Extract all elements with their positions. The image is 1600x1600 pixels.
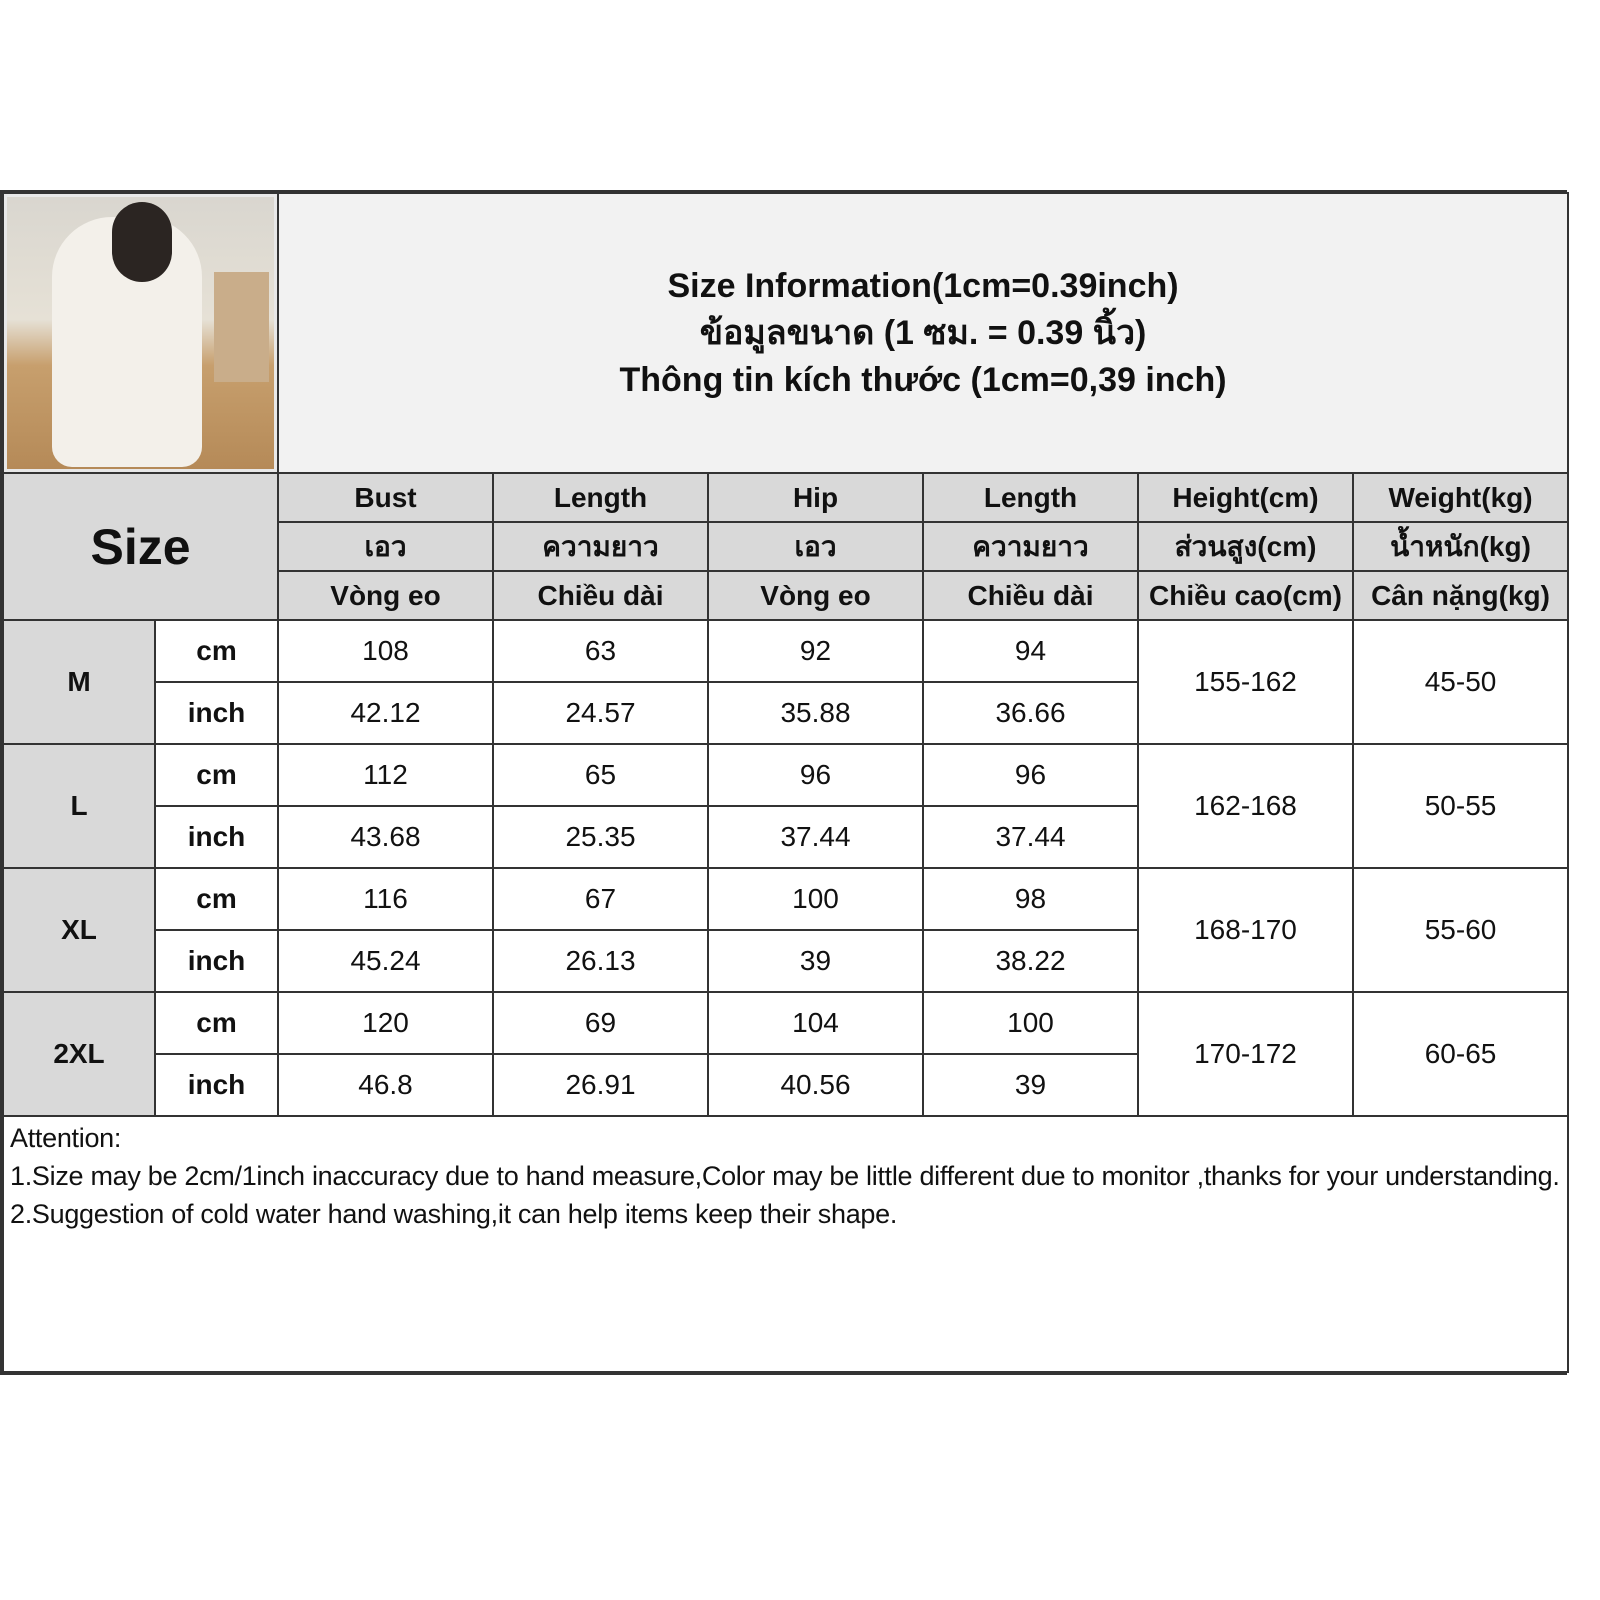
- measurement-value: 98: [922, 867, 1139, 931]
- measurement-value: 112: [277, 743, 494, 807]
- measurement-value: 67: [492, 867, 709, 931]
- height-range: 168-170: [1137, 867, 1354, 993]
- column-header-en: Length: [922, 472, 1139, 523]
- column-header-en: Weight(kg): [1351, 472, 1570, 523]
- title-thai: ข้อมูลขนาด (1 ซม. = 0.39 นิ้ว): [699, 313, 1147, 352]
- column-header-en: Hip: [707, 472, 924, 523]
- size-chart: Size Information(1cm=0.39inch) ข้อมูลขนา…: [0, 190, 1570, 1375]
- unit-label: cm: [154, 991, 279, 1055]
- title-block: Size Information(1cm=0.39inch) ข้อมูลขนา…: [276, 192, 1570, 474]
- column-header-th: ส่วนสูง(cm): [1137, 521, 1354, 572]
- size-label: M: [2, 619, 156, 745]
- column-header-en: Bust: [277, 472, 494, 523]
- weight-range: 55-60: [1351, 867, 1570, 993]
- measurement-value: 63: [492, 619, 709, 683]
- column-header-vi: Chiều cao(cm): [1137, 570, 1354, 621]
- measurement-value: 35.88: [707, 681, 924, 745]
- table-row: inch 45.24 26.13 39 38.22: [3, 929, 1568, 993]
- column-header-en: Height(cm): [1137, 472, 1354, 523]
- measurement-value: 39: [707, 929, 924, 993]
- size-label: XL: [2, 867, 156, 993]
- measurement-value: 65: [492, 743, 709, 807]
- measurement-value: 116: [277, 867, 494, 931]
- size-label: L: [2, 743, 156, 869]
- measurement-value: 45.24: [277, 929, 494, 993]
- measurement-value: 25.35: [492, 805, 709, 869]
- unit-label: inch: [154, 929, 279, 993]
- attention-notes: Attention: 1.Size may be 2cm/1inch inacc…: [1, 1115, 1570, 1373]
- measurement-value: 43.68: [277, 805, 494, 869]
- weight-range: 50-55: [1351, 743, 1570, 869]
- table-row: XL cm 116 67 100 98 168-170 55-60: [2, 867, 1570, 993]
- measurement-value: 26.91: [492, 1053, 709, 1117]
- column-header-en: Length: [492, 472, 709, 523]
- size-header: Size: [2, 472, 279, 621]
- weight-range: 60-65: [1351, 991, 1570, 1117]
- measurement-value: 104: [707, 991, 924, 1055]
- measurement-value: 26.13: [492, 929, 709, 993]
- unit-label: cm: [154, 867, 279, 931]
- size-table: Size Information(1cm=0.39inch) ข้อมูลขนา…: [1, 192, 1570, 1373]
- table-row: inch 43.68 25.35 37.44 37.44: [3, 805, 1568, 869]
- height-range: 155-162: [1137, 619, 1354, 745]
- column-header-th: น้ำหนัก(kg): [1351, 521, 1570, 572]
- table-row: inch 42.12 24.57 35.88 36.66: [3, 681, 1568, 745]
- column-header-th: เอว: [707, 521, 924, 572]
- height-range: 170-172: [1137, 991, 1354, 1117]
- column-header-th: ความยาว: [492, 521, 709, 572]
- note-item: 1.Size may be 2cm/1inch inaccuracy due t…: [10, 1161, 1560, 1191]
- measurement-value: 40.56: [707, 1053, 924, 1117]
- measurement-value: 39: [922, 1053, 1139, 1117]
- measurement-value: 46.8: [277, 1053, 494, 1117]
- product-photo: [7, 197, 274, 469]
- title-english: Size Information(1cm=0.39inch): [667, 266, 1179, 305]
- measurement-value: 94: [922, 619, 1139, 683]
- column-header-vi: Chiều dài: [492, 570, 709, 621]
- measurement-value: 120: [277, 991, 494, 1055]
- measurement-value: 92: [707, 619, 924, 683]
- unit-label: inch: [154, 681, 279, 745]
- measurement-value: 37.44: [707, 805, 924, 869]
- notes-heading: Attention:: [10, 1123, 122, 1153]
- table-row: 2XL cm 120 69 104 100 170-172 60-65: [2, 991, 1570, 1117]
- column-header-vi: Vòng eo: [707, 570, 924, 621]
- column-header-vi: Cân nặng(kg): [1351, 570, 1570, 621]
- measurement-value: 36.66: [922, 681, 1139, 745]
- title-vietnamese: Thông tin kích thước (1cm=0,39 inch): [619, 360, 1227, 399]
- column-header-th: ความยาว: [922, 521, 1139, 572]
- measurement-value: 69: [492, 991, 709, 1055]
- column-header-vi: Chiều dài: [922, 570, 1139, 621]
- measurement-value: 96: [707, 743, 924, 807]
- product-photo-cell: [2, 192, 279, 474]
- measurement-value: 100: [922, 991, 1139, 1055]
- unit-label: cm: [154, 619, 279, 683]
- measurement-value: 42.12: [277, 681, 494, 745]
- measurement-value: 24.57: [492, 681, 709, 745]
- column-header-vi: Vòng eo: [277, 570, 494, 621]
- unit-label: cm: [154, 743, 279, 807]
- unit-label: inch: [154, 1053, 279, 1117]
- height-range: 162-168: [1137, 743, 1354, 869]
- table-row: inch 46.8 26.91 40.56 39: [3, 1053, 1568, 1117]
- column-header-th: เอว: [277, 521, 494, 572]
- note-item: 2.Suggestion of cold water hand washing,…: [10, 1199, 898, 1229]
- size-label: 2XL: [2, 991, 156, 1117]
- measurement-value: 38.22: [922, 929, 1139, 993]
- measurement-value: 100: [707, 867, 924, 931]
- weight-range: 45-50: [1351, 619, 1570, 745]
- unit-label: inch: [154, 805, 279, 869]
- measurement-value: 96: [922, 743, 1139, 807]
- measurement-value: 37.44: [922, 805, 1139, 869]
- measurement-value: 108: [277, 619, 494, 683]
